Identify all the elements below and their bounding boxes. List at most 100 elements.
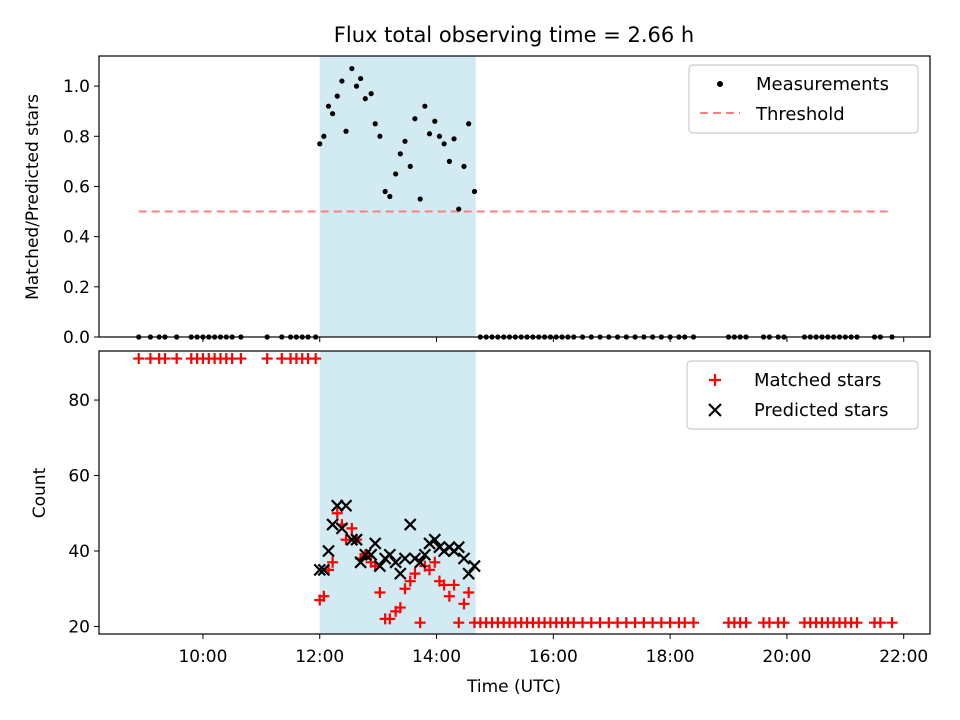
top-y-axis-label: Matched/Predicted stars (23, 94, 43, 300)
matched-point (327, 556, 339, 568)
measurement-point (393, 171, 399, 177)
measurement-point (321, 133, 327, 139)
matched-point (310, 353, 322, 365)
measurement-point (451, 136, 457, 142)
bottom-x-tick-label: 14:00 (412, 647, 461, 667)
measurement-point (422, 103, 428, 109)
bottom-y-tick-label: 80 (68, 391, 90, 411)
measurement-point (432, 118, 438, 124)
predicted-legend-marker (708, 403, 722, 417)
bottom-x-tick-label: 10:00 (178, 647, 227, 667)
matched-point (874, 617, 886, 629)
matched-point (374, 586, 386, 598)
measurement-point (426, 131, 433, 137)
matched-point (394, 602, 406, 614)
top-y-tick-label: 0.2 (63, 278, 90, 298)
top-y-ticks: 0.0 0.2 0.4 0.6 0.8 1.0 (63, 77, 99, 348)
measurement-point (412, 116, 418, 122)
measurement-point (358, 75, 364, 82)
matched-point (463, 586, 475, 598)
top-y-tick-label: 0.0 (63, 328, 90, 348)
matched-points (133, 353, 898, 629)
measurement-point (339, 78, 345, 84)
matched-point (133, 353, 145, 365)
measurement-point (343, 128, 349, 134)
top-shaded-interval (319, 56, 476, 337)
matched-point (740, 617, 752, 629)
matched-point (346, 522, 358, 534)
measurement-point (407, 163, 413, 169)
measurement-point (372, 121, 378, 127)
predicted-point (313, 563, 327, 577)
measurement-point (368, 91, 374, 97)
predicted-point (389, 556, 402, 569)
predicted-point (413, 556, 427, 569)
measurement-point (325, 103, 332, 109)
chart-title: Flux total observing time = 2.66 h (334, 23, 694, 47)
predicted-point (394, 567, 407, 580)
top-panel: 0.0 0.2 0.4 0.6 0.8 1.0 Matched/Predicted sta… (23, 55, 931, 348)
predicted-point (398, 552, 412, 565)
matched-point (340, 534, 352, 546)
predicted-point (339, 499, 353, 512)
bottom-y-ticks: 20 40 60 80 (68, 391, 99, 637)
measurement-point (471, 188, 478, 195)
bottom-x-ticks: 10:00 12:00 14:00 16:00 18:00 20:00 22:00 (178, 634, 928, 667)
matched-point (443, 590, 455, 602)
measurement-point (377, 133, 383, 139)
matched-point (778, 617, 790, 629)
measurement-point (446, 158, 452, 164)
bottom-plot-frame (98, 350, 931, 635)
matched-point (261, 353, 273, 365)
measurement-point (349, 65, 355, 72)
matched-point (399, 583, 411, 595)
predicted-point (468, 559, 481, 573)
measurement-point (402, 138, 408, 144)
bottom-panel: 20 40 60 80 10:00 12:00 14:00 16:00 18:00 20:00 2… (30, 350, 931, 697)
predicted-point (383, 548, 397, 562)
predicted-point (354, 556, 367, 569)
predicted-point (403, 518, 417, 531)
measurement-point (317, 141, 323, 147)
matched-point (424, 564, 436, 576)
threshold-legend-label: Threshold (755, 104, 845, 125)
measurements-legend-label: Measurements (756, 74, 889, 95)
predicted-point (326, 518, 339, 531)
predicted-legend-label: Predicted stars (754, 400, 888, 421)
matched-legend-label: Matched stars (754, 370, 881, 391)
predicted-point (457, 552, 471, 565)
top-plot-frame (98, 55, 931, 338)
measurement-point (382, 188, 388, 195)
measurement-point (353, 83, 360, 89)
matched-point (331, 507, 343, 519)
matched-point (384, 613, 396, 625)
predicted-point (322, 544, 335, 558)
measurement-point (329, 111, 336, 117)
measurement-point (466, 121, 472, 127)
measurement-point (387, 193, 393, 200)
matched-point (414, 617, 426, 629)
matched-point (171, 353, 183, 365)
top-y-tick-label: 0.6 (63, 177, 90, 197)
bottom-shaded-interval (319, 351, 476, 634)
top-y-tick-label: 0.4 (63, 228, 90, 248)
predicted-points (313, 499, 481, 580)
matched-point (851, 617, 863, 629)
x-axis-label: Time (UTC) (466, 677, 561, 697)
bottom-y-tick-label: 60 (68, 467, 90, 487)
bottom-y-axis-label: Count (30, 467, 50, 518)
top-y-tick-label: 1.0 (63, 77, 90, 97)
predicted-point (368, 537, 382, 550)
matched-point (448, 579, 460, 591)
bottom-y-tick-label: 40 (68, 542, 90, 562)
predicted-point (350, 533, 363, 546)
matched-point (458, 598, 470, 610)
measurement-point (436, 133, 443, 139)
top-y-tick-label: 0.8 (63, 127, 90, 147)
measurement-point (461, 163, 467, 169)
measurement-point (397, 151, 403, 157)
matched-legend-marker (709, 374, 721, 386)
bottom-x-tick-label: 22:00 (879, 647, 928, 667)
bottom-x-tick-label: 16:00 (529, 647, 578, 667)
